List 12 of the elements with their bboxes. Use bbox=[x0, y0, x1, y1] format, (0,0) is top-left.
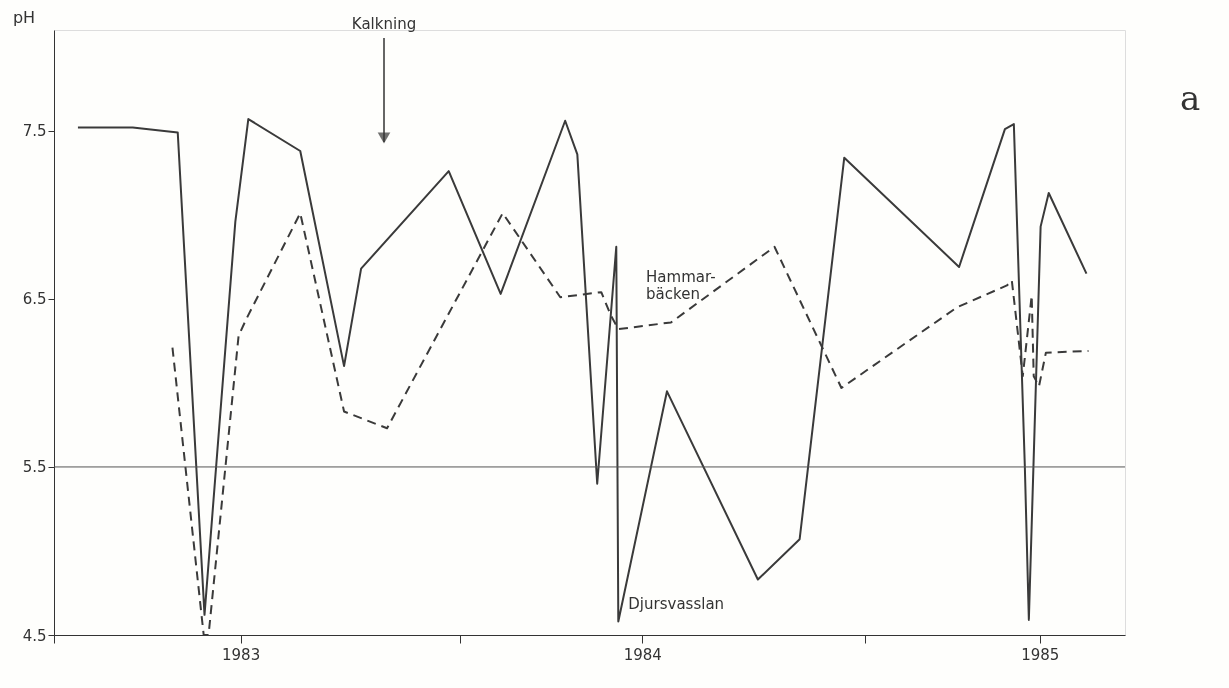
y-tick-label: 5.5 bbox=[22, 458, 47, 477]
x-tick-label: 1983 bbox=[222, 645, 261, 664]
y-tick-label: 6.5 bbox=[22, 290, 47, 309]
series-label: Hammar- bäcken bbox=[646, 268, 716, 304]
text: a bbox=[1180, 78, 1201, 118]
y-tick-label: 4.5 bbox=[22, 626, 47, 645]
series-label: Djursvasslan bbox=[628, 594, 725, 613]
x-tick-label: 1984 bbox=[623, 645, 662, 664]
annotation: Kalkning bbox=[351, 15, 417, 33]
y-axis-title: pH bbox=[12, 8, 36, 27]
x-tick-label: 1985 bbox=[1021, 645, 1060, 664]
y-tick-label: 7.5 bbox=[22, 122, 47, 141]
